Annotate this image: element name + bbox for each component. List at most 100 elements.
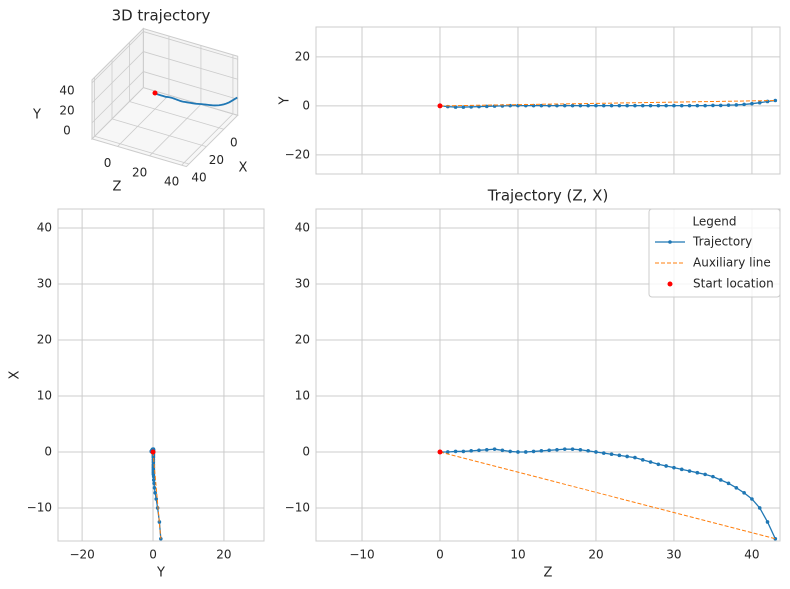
trajectory-marker: [469, 449, 473, 453]
x-tick-label: −10: [349, 548, 374, 562]
y-tick-label: 30: [295, 277, 310, 291]
grid-line: [111, 118, 207, 147]
y-tick-label: 0: [63, 123, 71, 137]
y-tick-label: 40: [59, 83, 74, 97]
trajectory-marker: [726, 103, 731, 107]
grid-line: [94, 135, 190, 165]
trajectory-marker: [453, 105, 458, 109]
trajectory-marker: [539, 449, 544, 453]
trajectory-marker: [679, 103, 684, 108]
y-tick-label: −10: [285, 500, 310, 514]
trajectory-marker: [601, 451, 606, 455]
trajectory-marker: [586, 449, 590, 453]
trajectory-marker: [703, 103, 707, 108]
y-tick-label: 20: [295, 49, 310, 63]
trajectory-marker: [711, 103, 715, 108]
trajectory-marker: [695, 470, 700, 475]
y-tick-label: 0: [302, 444, 310, 458]
trajectory-marker: [695, 103, 700, 108]
trajectory-marker: [594, 103, 598, 108]
z-tick-label: 40: [164, 175, 179, 189]
trajectory-marker: [492, 447, 497, 451]
plot-frame: [315, 208, 781, 542]
trajectory-marker: [648, 460, 653, 464]
x-tick-label: 20: [209, 153, 224, 167]
legend-handle: [668, 240, 672, 244]
trajectory-marker: [640, 103, 645, 108]
y-tick-label: 20: [295, 333, 310, 347]
x-tick-label: 40: [744, 548, 759, 562]
trajectory-marker: [151, 478, 156, 482]
trajectory-marker: [578, 103, 583, 108]
trajectory-marker: [152, 481, 156, 486]
start-point: [150, 449, 156, 455]
y-axis-label: Y: [32, 108, 41, 123]
y-tick-label: 10: [295, 388, 310, 402]
y-tick-label: 0: [302, 98, 310, 112]
trajectory-marker: [555, 103, 559, 108]
trajectory-marker: [508, 449, 512, 454]
grid-line: [149, 104, 202, 157]
plot-frame: [315, 26, 781, 175]
trajectory-marker: [531, 449, 536, 454]
pane-back-z: [91, 27, 144, 141]
trajectory-marker: [562, 447, 567, 451]
y-tick-label: 20: [59, 103, 74, 117]
z-tick-label: 0: [104, 156, 112, 170]
trajectory-marker: [609, 103, 614, 108]
chart-title: Trajectory (Z, X): [487, 187, 609, 205]
trajectory-marker: [477, 448, 481, 453]
z-axis-label: Z: [113, 180, 122, 195]
trajectory-marker: [664, 464, 668, 468]
trajectory-marker: [516, 450, 520, 454]
trajectory-marker: [734, 486, 739, 490]
trajectory-marker: [594, 450, 598, 454]
trajectory-marker: [562, 103, 567, 108]
legend-label: Start location: [693, 277, 774, 291]
x-tick-label: 40: [191, 171, 206, 185]
trajectory-marker: [648, 103, 653, 108]
trajectory-marker: [547, 448, 551, 453]
trajectory-marker: [445, 450, 450, 454]
trajectory-3d: [154, 92, 238, 107]
trajectory-marker: [151, 474, 156, 479]
grid-line: [91, 71, 144, 124]
legend-label: Auxiliary line: [693, 256, 771, 270]
trajectory-marker: [523, 450, 528, 454]
x-axis-label: X: [239, 161, 248, 176]
trajectory-marker: [664, 103, 668, 108]
y-axis-label: X: [8, 370, 23, 379]
trajectory-marker: [679, 467, 684, 472]
trajectory-marker: [609, 452, 614, 457]
x-tick-label: 30: [666, 548, 681, 562]
chart-title: 3D trajectory: [112, 7, 211, 25]
trajectory-marker: [625, 103, 629, 108]
trajectory-marker: [453, 449, 458, 454]
y-axis-label: Y: [278, 96, 293, 105]
grid-line: [91, 31, 144, 84]
trajectory-marker: [469, 105, 473, 109]
trajectory-marker: [672, 103, 676, 108]
start-point: [437, 103, 443, 109]
x-tick-label: 0: [230, 136, 238, 150]
trajectory-marker: [773, 98, 778, 103]
x-axis-label: Y: [156, 566, 165, 581]
trajectory-marker: [734, 103, 739, 107]
trajectory-marker: [586, 103, 590, 108]
legend-title: Legend: [692, 215, 736, 229]
trajectory-marker: [601, 103, 606, 108]
plot-frame: [57, 208, 265, 542]
legend-box: [648, 208, 781, 298]
x-tick-label: 0: [149, 548, 157, 562]
x-tick-label: 10: [510, 548, 525, 562]
grid-line: [181, 113, 234, 166]
grid-line: [143, 71, 238, 100]
trajectory-marker: [640, 458, 645, 462]
trajectory-marker: [656, 462, 661, 467]
trajectory-marker: [742, 102, 746, 107]
start-point: [152, 90, 158, 96]
x-axis-label: Z: [544, 566, 553, 581]
trajectory-marker: [757, 506, 762, 510]
trajectory-marker: [687, 103, 692, 108]
